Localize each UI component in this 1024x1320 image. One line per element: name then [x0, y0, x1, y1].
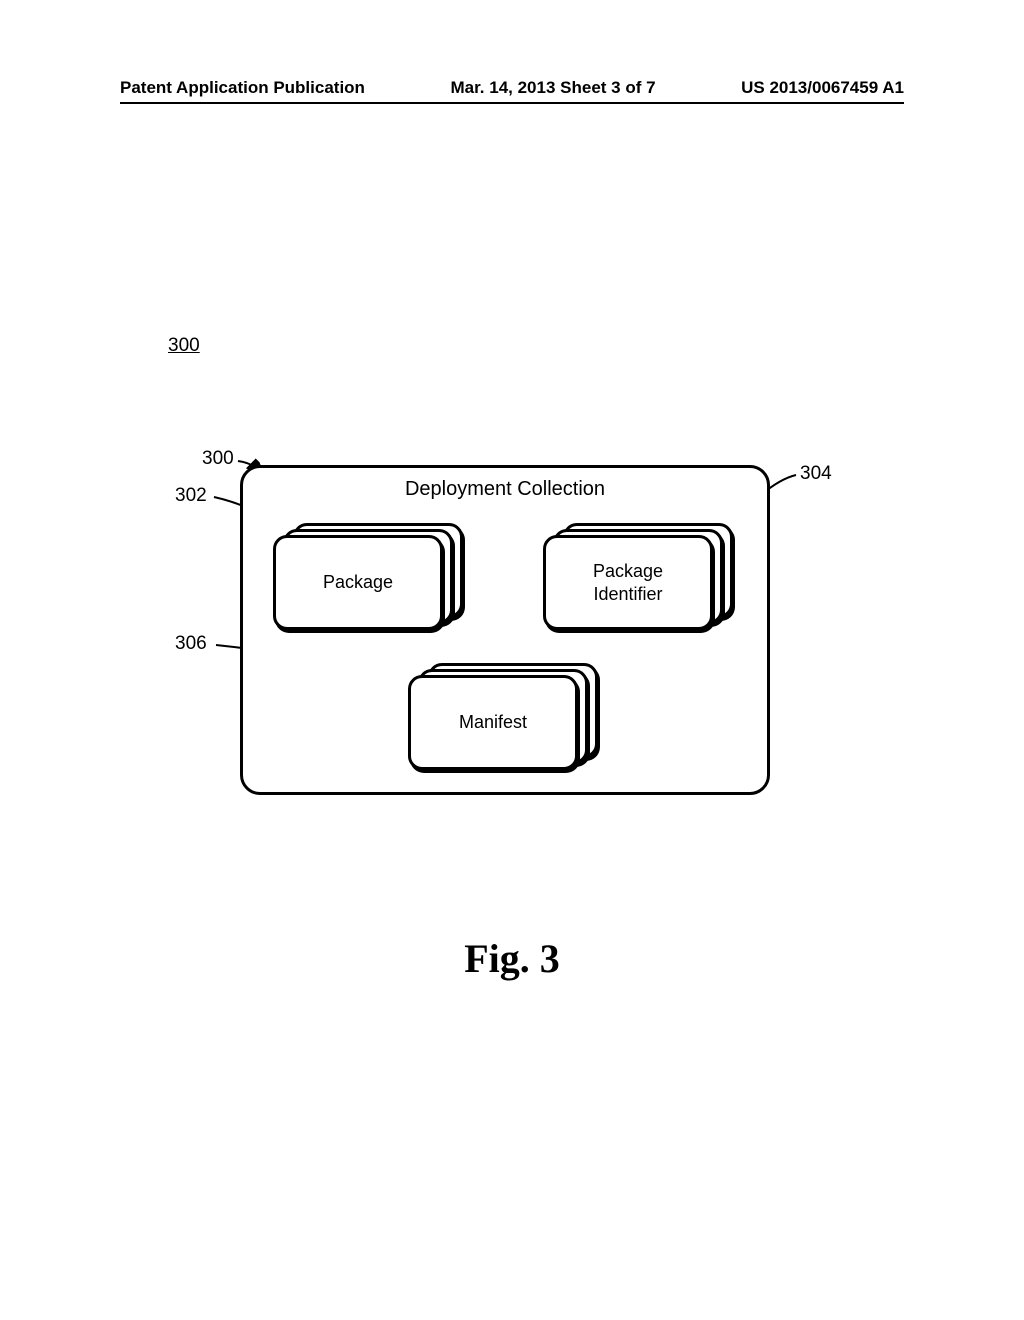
diagram-area: 300 302 304 306 Deployment Collection Pa… — [160, 435, 860, 835]
package-card: Package — [273, 535, 443, 630]
deployment-collection-box: Deployment Collection Package Package Id… — [240, 465, 770, 795]
header-left: Patent Application Publication — [120, 78, 365, 98]
figure-number-top: 300 — [168, 335, 200, 357]
figure-caption: Fig. 3 — [0, 935, 1024, 982]
collection-title: Deployment Collection — [243, 478, 767, 501]
package-stack: Package — [273, 523, 473, 643]
package-identifier-stack: Package Identifier — [543, 523, 743, 643]
manifest-card: Manifest — [408, 675, 578, 770]
manifest-stack: Manifest — [408, 663, 608, 783]
header-right: US 2013/0067459 A1 — [741, 78, 904, 98]
page-header: Patent Application Publication Mar. 14, … — [120, 78, 904, 104]
package-identifier-card: Package Identifier — [543, 535, 713, 630]
header-center: Mar. 14, 2013 Sheet 3 of 7 — [451, 78, 656, 98]
